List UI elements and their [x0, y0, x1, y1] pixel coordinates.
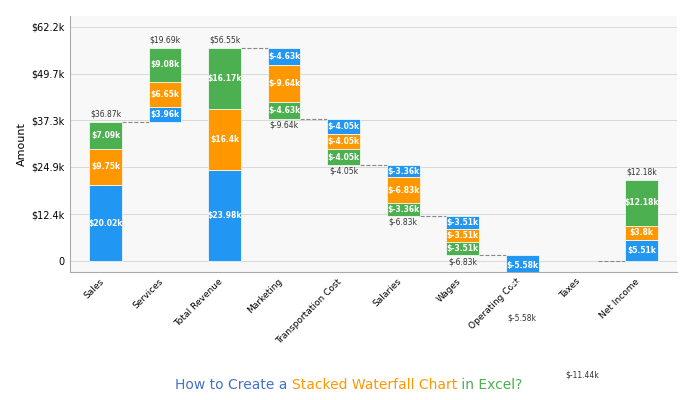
Text: $-4.63k: $-4.63k	[268, 106, 300, 115]
Bar	[268, 48, 301, 65]
Text: $23.98k: $23.98k	[207, 211, 242, 220]
Bar	[387, 165, 419, 177]
Bar	[565, 311, 598, 327]
Bar	[327, 150, 360, 165]
Bar	[268, 65, 301, 102]
Text: $16.4k: $16.4k	[210, 135, 239, 144]
Text: $-3.51k: $-3.51k	[447, 244, 479, 253]
Bar	[446, 242, 479, 255]
Bar	[89, 149, 122, 185]
Bar	[89, 122, 122, 149]
Text: $16.17k: $16.17k	[207, 74, 242, 83]
Bar	[506, 290, 539, 311]
Text: $-6.83k: $-6.83k	[389, 218, 417, 226]
Bar	[387, 177, 419, 203]
Text: How to Create a: How to Create a	[175, 378, 292, 392]
Bar	[149, 48, 181, 82]
Bar	[625, 180, 658, 226]
Text: $-9.64k: $-9.64k	[268, 79, 300, 88]
Bar	[625, 240, 658, 261]
Text: $-4.05k: $-4.05k	[327, 152, 359, 162]
Text: $36.87k: $36.87k	[90, 110, 121, 119]
Bar	[506, 255, 539, 276]
Bar	[327, 119, 360, 134]
Text: $19.69k: $19.69k	[149, 36, 181, 45]
Text: $-3.36k: $-3.36k	[387, 166, 419, 176]
Text: $9.08k: $9.08k	[151, 60, 179, 70]
Text: $-3.7k: $-3.7k	[509, 279, 536, 288]
Bar	[506, 276, 539, 290]
Bar	[446, 216, 479, 229]
Text: $12.18k: $12.18k	[624, 198, 659, 207]
Bar	[565, 327, 598, 348]
Text: $-6.83k: $-6.83k	[387, 186, 419, 195]
Text: $-4.05k: $-4.05k	[329, 166, 358, 176]
Text: $3.96k: $3.96k	[151, 110, 179, 119]
Text: $9.75k: $9.75k	[91, 162, 120, 172]
Bar	[625, 226, 658, 240]
Y-axis label: Amount: Amount	[17, 122, 27, 166]
Bar	[565, 348, 598, 368]
Text: $-5.46k: $-5.46k	[566, 333, 598, 342]
Text: in Excel?: in Excel?	[457, 378, 523, 392]
Text: $-4.05k: $-4.05k	[327, 122, 359, 131]
Text: $-11.44k: $-11.44k	[565, 370, 599, 379]
Text: $-4.63k: $-4.63k	[268, 52, 300, 61]
Bar	[327, 134, 360, 150]
Text: $-4.18k: $-4.18k	[565, 315, 598, 324]
Text: Stacked Waterfall Chart: Stacked Waterfall Chart	[292, 378, 457, 392]
Bar	[149, 82, 181, 107]
Text: $7.09k: $7.09k	[91, 131, 120, 140]
Text: $-3.36k: $-3.36k	[387, 205, 419, 214]
Text: $-5.58k: $-5.58k	[507, 313, 537, 322]
Text: $-6.83k: $-6.83k	[448, 257, 477, 266]
Text: $-5.46k: $-5.46k	[566, 353, 598, 362]
Text: $3.8k: $3.8k	[630, 228, 653, 237]
Text: $-3.51k: $-3.51k	[447, 218, 479, 227]
Bar	[89, 185, 122, 261]
Bar	[446, 229, 479, 242]
Bar	[268, 102, 301, 119]
Text: $-4.05k: $-4.05k	[327, 137, 359, 146]
Text: $56.55k: $56.55k	[209, 36, 240, 45]
Text: $-3.51k: $-3.51k	[447, 231, 479, 240]
Bar	[387, 203, 419, 216]
Text: $-9.64k: $-9.64k	[269, 121, 299, 130]
Text: $20.02k: $20.02k	[89, 218, 123, 228]
Text: $-5.58k: $-5.58k	[506, 296, 538, 305]
Bar	[208, 48, 241, 109]
Text: $6.65k: $6.65k	[151, 90, 179, 99]
Bar	[149, 107, 181, 122]
Text: $-5.58k: $-5.58k	[506, 261, 538, 270]
Text: $12.18k: $12.18k	[626, 168, 657, 177]
Bar	[208, 109, 241, 170]
Text: $5.51k: $5.51k	[627, 246, 656, 255]
Bar	[208, 170, 241, 261]
